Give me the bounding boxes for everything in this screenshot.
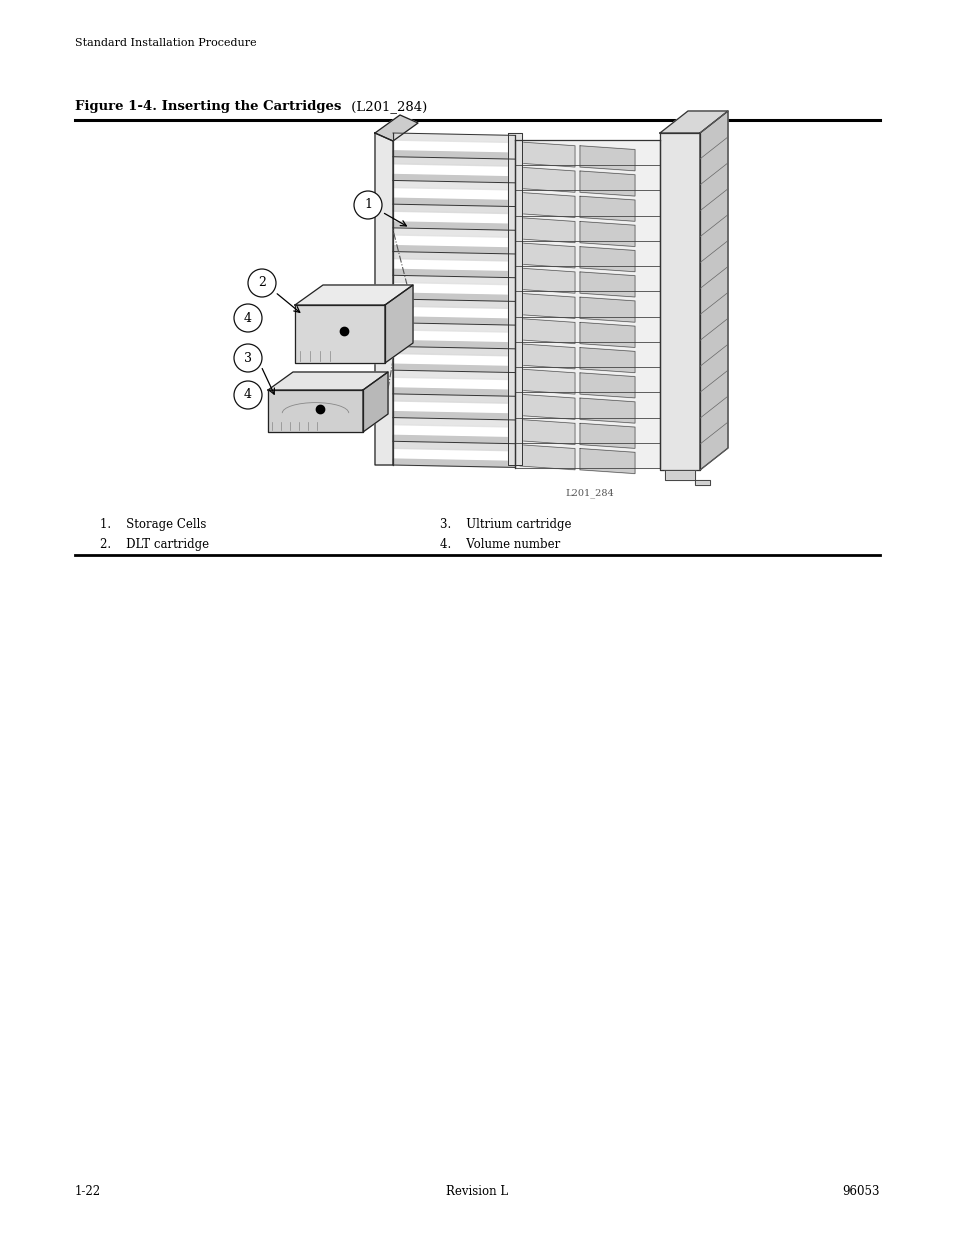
Text: Figure 1-4. Inserting the Cartridges: Figure 1-4. Inserting the Cartridges [75, 100, 341, 112]
Polygon shape [393, 222, 515, 230]
Circle shape [354, 191, 381, 219]
Circle shape [233, 304, 262, 332]
Circle shape [233, 345, 262, 372]
Polygon shape [393, 198, 515, 206]
Polygon shape [393, 180, 515, 190]
Polygon shape [507, 133, 521, 466]
Text: 2: 2 [258, 277, 266, 289]
Text: 2.    DLT cartridge: 2. DLT cartridge [100, 538, 209, 551]
Polygon shape [393, 293, 515, 301]
Polygon shape [393, 133, 515, 142]
Polygon shape [393, 388, 515, 396]
Polygon shape [579, 373, 635, 398]
Text: Revision L: Revision L [445, 1186, 508, 1198]
Polygon shape [579, 221, 635, 247]
Polygon shape [393, 364, 515, 373]
Polygon shape [515, 140, 659, 468]
Polygon shape [519, 394, 575, 420]
Text: 3.    Ultrium cartridge: 3. Ultrium cartridge [439, 517, 571, 531]
Polygon shape [268, 372, 388, 390]
Polygon shape [393, 436, 515, 443]
Polygon shape [579, 272, 635, 296]
Polygon shape [579, 247, 635, 272]
Polygon shape [664, 471, 709, 485]
Polygon shape [393, 275, 515, 285]
Text: 4: 4 [244, 389, 252, 401]
Polygon shape [519, 294, 575, 319]
Polygon shape [393, 322, 515, 332]
Text: 3: 3 [244, 352, 252, 364]
Polygon shape [393, 157, 515, 167]
Text: 4.    Volume number: 4. Volume number [439, 538, 559, 551]
Polygon shape [519, 142, 575, 167]
Polygon shape [393, 204, 515, 214]
Polygon shape [393, 347, 515, 356]
Polygon shape [393, 411, 515, 420]
Polygon shape [393, 341, 515, 348]
Polygon shape [393, 246, 515, 254]
Polygon shape [385, 285, 413, 363]
Polygon shape [519, 420, 575, 445]
Polygon shape [519, 343, 575, 369]
Text: L201_284: L201_284 [564, 488, 613, 498]
Polygon shape [393, 370, 515, 379]
Polygon shape [363, 372, 388, 432]
Polygon shape [393, 441, 515, 451]
Polygon shape [393, 417, 515, 427]
Polygon shape [393, 252, 515, 261]
Polygon shape [268, 390, 363, 432]
Text: (L201_284): (L201_284) [347, 100, 427, 112]
Polygon shape [393, 459, 515, 467]
Polygon shape [393, 299, 515, 309]
Polygon shape [579, 146, 635, 170]
Polygon shape [393, 269, 515, 278]
Text: 1: 1 [364, 199, 372, 211]
Polygon shape [579, 170, 635, 196]
Polygon shape [519, 167, 575, 193]
Polygon shape [659, 111, 727, 133]
Polygon shape [659, 133, 700, 471]
Polygon shape [294, 305, 385, 363]
Polygon shape [519, 369, 575, 394]
Polygon shape [519, 243, 575, 268]
Polygon shape [393, 394, 515, 404]
Polygon shape [579, 424, 635, 448]
Polygon shape [375, 115, 417, 141]
Polygon shape [579, 448, 635, 473]
Polygon shape [579, 196, 635, 221]
Text: 4: 4 [244, 311, 252, 325]
Polygon shape [393, 151, 515, 159]
Polygon shape [579, 398, 635, 424]
Polygon shape [294, 285, 413, 305]
Polygon shape [519, 193, 575, 217]
Polygon shape [700, 111, 727, 471]
Circle shape [233, 382, 262, 409]
Polygon shape [519, 217, 575, 243]
Polygon shape [393, 317, 515, 325]
Polygon shape [519, 319, 575, 343]
Polygon shape [519, 268, 575, 293]
Text: 96053: 96053 [841, 1186, 879, 1198]
Polygon shape [519, 445, 575, 469]
Text: Standard Installation Procedure: Standard Installation Procedure [75, 38, 256, 48]
Polygon shape [579, 298, 635, 322]
Polygon shape [579, 347, 635, 373]
Text: 1.    Storage Cells: 1. Storage Cells [100, 517, 206, 531]
Text: 1-22: 1-22 [75, 1186, 101, 1198]
Circle shape [248, 269, 275, 296]
Polygon shape [393, 174, 515, 183]
Polygon shape [393, 227, 515, 237]
Polygon shape [375, 133, 393, 466]
Polygon shape [579, 322, 635, 347]
